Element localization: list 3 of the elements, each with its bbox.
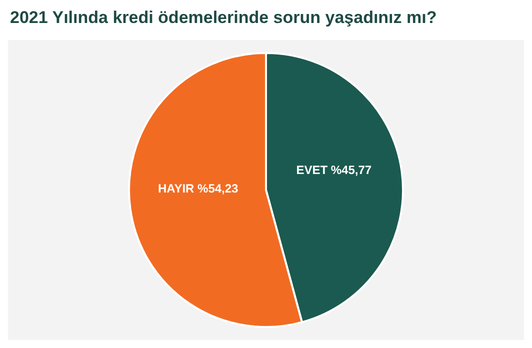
slice-label: EVET %45,77 — [296, 163, 372, 178]
chart-title: 2021 Yılında kredi ödemelerinde sorun yaşadınız mı? — [9, 7, 438, 29]
slice-label: HAYIR %54,23 — [158, 181, 239, 196]
